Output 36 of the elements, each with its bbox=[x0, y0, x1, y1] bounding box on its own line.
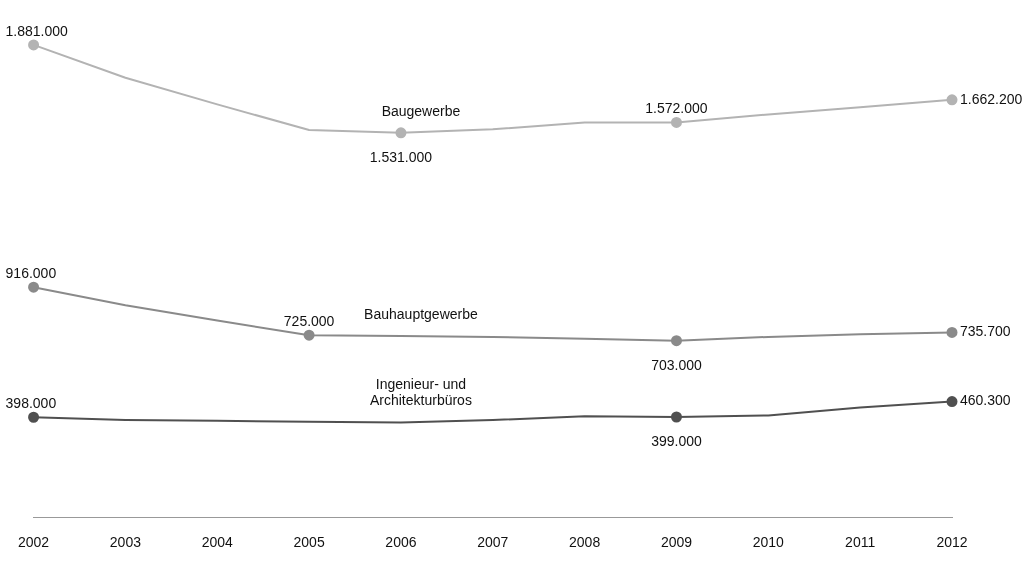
data-label: 1.531.000 bbox=[369, 148, 433, 165]
data-label: 735.700 bbox=[960, 323, 1011, 340]
point bbox=[670, 335, 682, 347]
series-label: Baugewerbe bbox=[381, 102, 461, 119]
data-label: 1.881.000 bbox=[5, 22, 69, 39]
x-tick-label: 2008 bbox=[569, 534, 601, 551]
x-tick-label: 2007 bbox=[477, 534, 509, 551]
x-tick-label: 2003 bbox=[109, 534, 142, 551]
data-label: 703.000 bbox=[651, 356, 702, 373]
data-label: 725.000 bbox=[283, 313, 335, 330]
point bbox=[28, 281, 40, 293]
data-label: 460.300 bbox=[960, 392, 1011, 409]
point bbox=[946, 94, 958, 106]
x-tick-label: 2006 bbox=[385, 534, 417, 551]
series-label: Bauhauptgewerbe bbox=[364, 305, 478, 322]
x-tick-label: 2011 bbox=[845, 534, 876, 551]
point bbox=[28, 411, 40, 423]
point bbox=[670, 411, 682, 423]
x-tick-label: 2012 bbox=[936, 534, 968, 551]
x-tick-label: 2002 bbox=[17, 534, 50, 551]
data-label: 399.000 bbox=[651, 432, 702, 449]
point bbox=[303, 329, 315, 341]
data-label: 916.000 bbox=[5, 265, 57, 282]
data-label: 1.662.200 bbox=[960, 90, 1023, 107]
point bbox=[28, 39, 40, 51]
x-tick-label: 2005 bbox=[293, 534, 325, 551]
data-label: 398.000 bbox=[5, 395, 57, 412]
series-label: Ingenieur- und Architekturbüros bbox=[369, 376, 472, 409]
point bbox=[946, 396, 958, 408]
data-label: 1.572.000 bbox=[645, 100, 708, 117]
x-tick-label: 2009 bbox=[660, 534, 693, 551]
point bbox=[395, 127, 407, 139]
x-tick-label: 2004 bbox=[201, 534, 234, 551]
point bbox=[670, 116, 682, 128]
point bbox=[946, 326, 958, 338]
x-tick-label: 2010 bbox=[752, 534, 785, 551]
